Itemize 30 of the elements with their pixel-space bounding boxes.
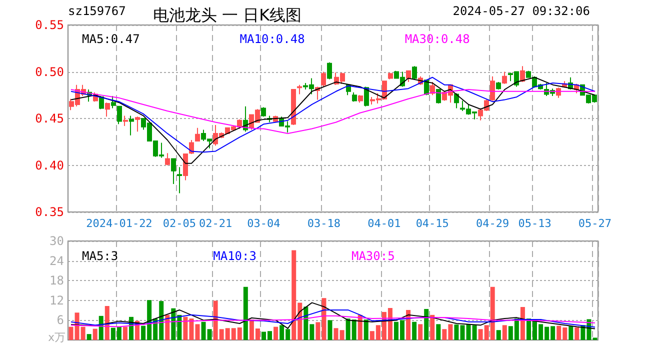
text: MA10:3 — [213, 249, 256, 263]
text: MA5:0.47 — [82, 32, 140, 46]
chart-title: 电池龙头 一 日K线图 — [153, 6, 302, 24]
text: 2024-05-27 09:32:06 — [452, 4, 590, 18]
y-tick-label: 0.45 — [35, 112, 64, 126]
y-tick-label: 0.35 — [35, 205, 64, 219]
x-tick-label: 04-15 — [416, 217, 449, 230]
y-tick-label: 30 — [50, 234, 64, 248]
text: sz159767 — [68, 4, 126, 18]
y-axis-title: x万 — [48, 331, 66, 344]
text: MA30:5 — [351, 249, 395, 263]
y-tick-label: 6 — [56, 313, 64, 328]
x-tick-label: 05-27 — [578, 217, 612, 230]
y-tick-label: 24 — [50, 254, 64, 268]
y-tick-label: 0.40 — [35, 158, 64, 172]
x-tick-label: 2024-01-22 — [86, 217, 152, 230]
x-tick-label: 04-01 — [368, 217, 401, 230]
x-tick-label: 03-04 — [247, 217, 281, 230]
x-tick-label: 03-18 — [307, 217, 341, 230]
x-tick-label: 05-13 — [518, 217, 552, 230]
x-tick-label: 02-05 — [162, 217, 196, 230]
x-tick-label: 02-21 — [198, 217, 232, 230]
text: MA30:0.48 — [404, 32, 470, 46]
y-tick-label: 18 — [50, 274, 64, 288]
x-tick-label: 04-29 — [476, 217, 510, 230]
text: MA10:0.48 — [240, 32, 305, 46]
y-tick-label: 0.55 — [35, 18, 64, 32]
text: MA5:3 — [82, 249, 118, 263]
y-tick-label: 0.50 — [35, 64, 64, 79]
y-tick-label: 12 — [50, 293, 64, 308]
